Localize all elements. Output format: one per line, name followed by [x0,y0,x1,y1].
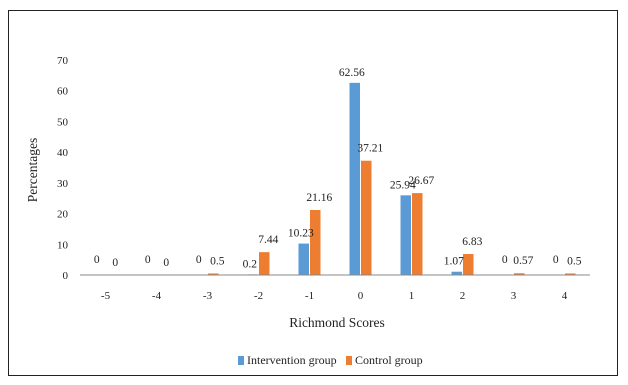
x-tick-label: 0 [358,290,364,302]
data-label-intervention: 0 [94,254,100,266]
data-label-intervention: 10.23 [288,228,314,240]
y-tick-label: 30 [57,178,69,190]
bar-control [208,273,219,275]
y-tick-label: 0 [63,270,69,282]
legend-swatch [238,356,244,365]
y-tick-label: 20 [57,209,69,221]
x-tick-label: 3 [511,290,517,302]
data-label-control: 0 [163,257,169,269]
bar-control [361,160,372,275]
x-axis-title: Richmond Scores [289,315,385,330]
y-axis-title: Percentages [25,138,40,202]
chart-frame [8,10,618,376]
bar-control [514,273,525,275]
data-label-control: 6.83 [462,236,482,248]
y-tick-label: 60 [57,86,69,98]
data-label-intervention: 25.94 [390,179,416,191]
data-label-intervention: 62.56 [339,67,365,79]
legend-swatch [346,356,352,365]
x-tick-label: -1 [305,290,314,302]
bar-intervention [349,82,360,275]
data-label-control: 0.5 [210,255,225,267]
legend-label: Control group [355,353,423,367]
bars [208,82,576,275]
data-label-intervention: 0 [502,254,508,266]
bar-control [310,210,321,275]
x-tick-label: 2 [460,290,466,302]
bar-control [565,273,576,275]
bar-intervention [451,271,462,275]
legend: Intervention group Control group [238,353,423,367]
data-label-intervention: 0 [145,254,151,266]
data-label-control: 26.67 [408,175,434,187]
y-tick-label: 40 [57,147,69,159]
x-tick-label: -4 [152,290,162,302]
x-tick-label: 1 [409,290,415,302]
y-tick-label: 50 [57,116,69,128]
data-label-control: 37.21 [357,143,383,155]
data-label-control: 0 [112,257,118,269]
x-axis-ticks: -5 -4 -3 -2 -1 0 1 2 3 4 [101,290,568,302]
bar-control [259,252,270,275]
data-label-control: 7.44 [258,234,278,246]
data-label-control: 0.5 [567,255,582,267]
data-label-intervention: 1.07 [444,256,464,268]
bar-intervention [400,195,411,275]
bar-intervention [298,243,309,275]
x-tick-label: -5 [101,290,111,302]
x-tick-label: -3 [203,290,213,302]
x-tick-label: 4 [562,290,568,302]
y-axis-ticks: 0 10 20 30 40 50 60 70 [57,55,69,282]
y-tick-label: 10 [57,239,69,251]
data-label-intervention: 0 [196,254,202,266]
legend-label: Intervention group [247,353,337,367]
data-label-intervention: 0.2 [243,258,258,270]
data-label-intervention: 0 [553,254,559,266]
x-tick-label: -2 [254,290,263,302]
bar-control [412,193,423,275]
data-label-control: 21.16 [306,192,332,204]
bar-control [463,254,474,275]
data-label-control: 0.57 [513,255,533,267]
y-tick-label: 70 [57,55,69,67]
